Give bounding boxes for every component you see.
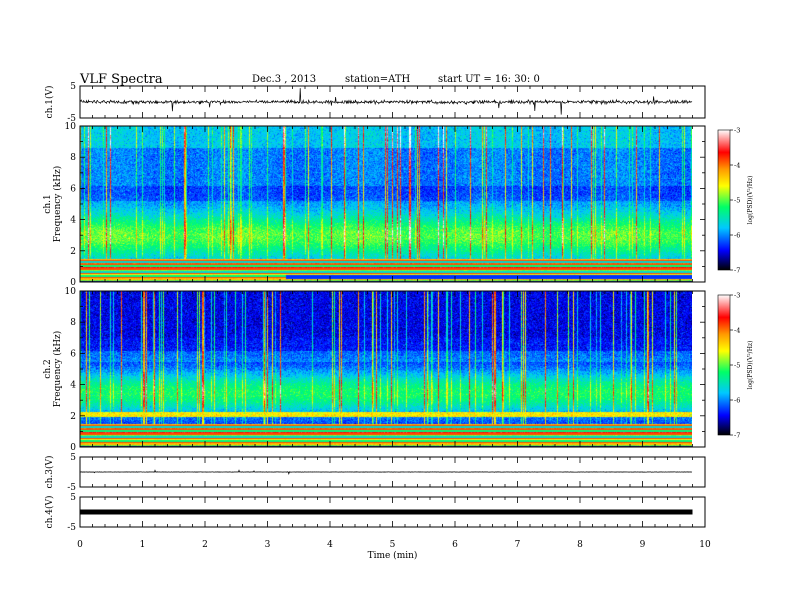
ch1-wave-ytick-5: 5 [70,82,76,92]
ch2-spec-ylabel: Frequency (kHz) [52,331,63,408]
station-label: station=ATH [345,74,411,85]
ch4-wave-ytick--5: -5 [67,523,76,533]
colorbar-1-tick--5: -5 [734,197,740,205]
colorbar-2-tick--7: -7 [734,432,740,440]
ch1-wave-trace [79,88,693,115]
colorbar-1-tick--7: -7 [734,267,740,275]
date-label: Dec.3 , 2013 [252,74,317,85]
ch2-spec-ytick-2: 2 [70,412,76,422]
ch1-spec-ytick-4: 4 [70,216,76,226]
colorbar-1-tick--4: -4 [734,162,740,170]
xtick-9: 9 [640,540,646,550]
xtick-3: 3 [265,540,271,550]
ch2-spec-ytick-4: 4 [70,381,76,391]
x-axis-label: Time (min) [368,550,418,561]
start-time-label: start UT = 16: 30: 0 [438,74,540,85]
ch3-wave-ylabel: ch.3(V) [44,456,55,489]
colorbar-1-label: log(PSD)(V²/Hz) [747,176,754,225]
ch2-spectrogram [80,291,692,447]
ch2-spec-ytick-10: 10 [65,287,77,297]
xtick-4: 4 [327,540,333,550]
ch2-spec-ytick-8: 8 [70,318,76,328]
colorbar-1-tick--3: -3 [734,127,740,135]
colorbar-2-tick--5: -5 [734,362,740,370]
colorbar-1-tick--6: -6 [734,232,740,240]
colorbar-2 [717,294,731,436]
ch4-wave-ytick-5: 5 [70,493,76,503]
xtick-0: 0 [77,540,83,550]
ch2-spec-ytick-6: 6 [70,349,76,359]
ch1-spec-ytick-8: 8 [70,153,76,163]
ch1-spec-ytick-6: 6 [70,184,76,194]
ch1-spec-ytick-2: 2 [70,247,76,257]
ch4-wave-ylabel: ch.4(V) [44,496,55,529]
figure-title: VLF Spectra [80,72,163,87]
colorbar-2-tick--6: -6 [734,397,740,405]
colorbar-1 [717,129,731,271]
ch2-spec-ytick-0: 0 [70,443,76,453]
colorbar-2-tick--3: -3 [734,292,740,300]
ch1-spec-ytick-10: 10 [65,122,77,132]
ch1-spec-ytick-0: 0 [70,278,76,288]
xtick-8: 8 [577,540,583,550]
ch4-wave-trace [80,509,693,515]
xtick-2: 2 [202,540,208,550]
xtick-1: 1 [140,540,146,550]
ch3-wave-ytick-5: 5 [70,453,76,463]
ch3-wave-trace [79,469,693,476]
xtick-7: 7 [515,540,521,550]
ch1-spec-channel-label: ch.1 [43,194,53,213]
xtick-6: 6 [452,540,458,550]
ch1-spec-ylabel: Frequency (kHz) [52,166,63,243]
ch3-wave-ytick--5: -5 [67,483,76,493]
ch1-spectrogram [80,126,692,282]
colorbar-2-label: log(PSD)(V²/Hz) [747,341,754,390]
xtick-5: 5 [390,540,396,550]
colorbar-2-tick--4: -4 [734,327,740,335]
xtick-10: 10 [699,540,711,550]
ch1-wave-ytick--5: -5 [67,114,76,124]
ch2-spec-channel-label: ch.2 [43,359,53,378]
ch1-wave-ylabel: ch.1(V) [44,86,55,119]
